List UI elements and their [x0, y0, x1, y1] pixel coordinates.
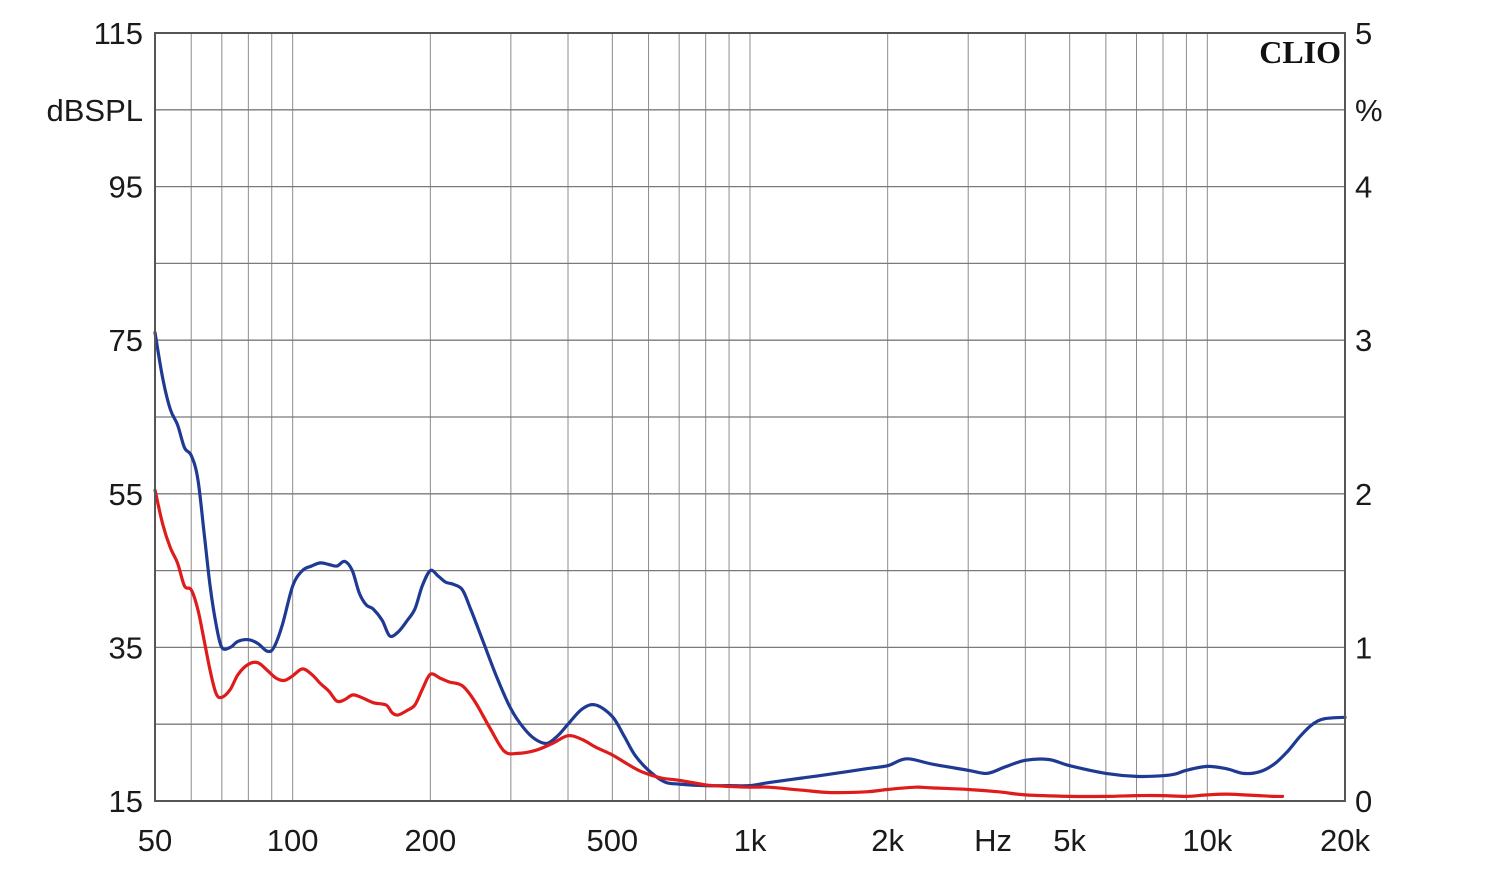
x-tick-label: 2k	[871, 823, 904, 858]
x-tick-label: 100	[267, 823, 319, 858]
y-right-tick-label: 1	[1355, 630, 1372, 665]
x-tick-label: 500	[586, 823, 638, 858]
x-tick-label: 5k	[1053, 823, 1086, 858]
y-right-tick-label: 5	[1355, 16, 1372, 51]
series-line-red	[153, 488, 1285, 799]
y-left-tick-label: 15	[109, 784, 143, 819]
x-unit-label: Hz	[974, 823, 1012, 858]
y-right-tick-label: 2	[1355, 477, 1372, 512]
y-left-unit-label: dBSPL	[46, 93, 143, 128]
y-left-tick-label: 95	[109, 170, 143, 205]
y-right-tick-label: 0	[1355, 784, 1372, 819]
y-right-tick-label: 3	[1355, 323, 1372, 358]
y-right-unit-label: %	[1355, 93, 1383, 128]
x-tick-label: 50	[138, 823, 172, 858]
y-left-tick-label: 35	[109, 630, 143, 665]
series-line-blue	[153, 330, 1347, 788]
x-tick-label: 10k	[1182, 823, 1232, 858]
grid	[155, 33, 1345, 801]
y-right-tick-label: 4	[1355, 170, 1372, 205]
curves	[153, 330, 1347, 799]
x-tick-label: 20k	[1320, 823, 1370, 858]
brand-logo-text: CLIO	[1259, 34, 1341, 70]
tick-labels: 50 100 200 500 1k 2k 5k 10k 20k 115 95 75 55 35 15 5 4 3 2…	[94, 16, 1373, 858]
x-tick-label: 1k	[734, 823, 767, 858]
y-left-tick-label: 55	[109, 477, 143, 512]
plot-frame	[154, 32, 1346, 802]
y-left-tick-label: 115	[94, 16, 143, 51]
y-left-tick-label: 75	[109, 323, 143, 358]
x-tick-label: 200	[404, 823, 456, 858]
